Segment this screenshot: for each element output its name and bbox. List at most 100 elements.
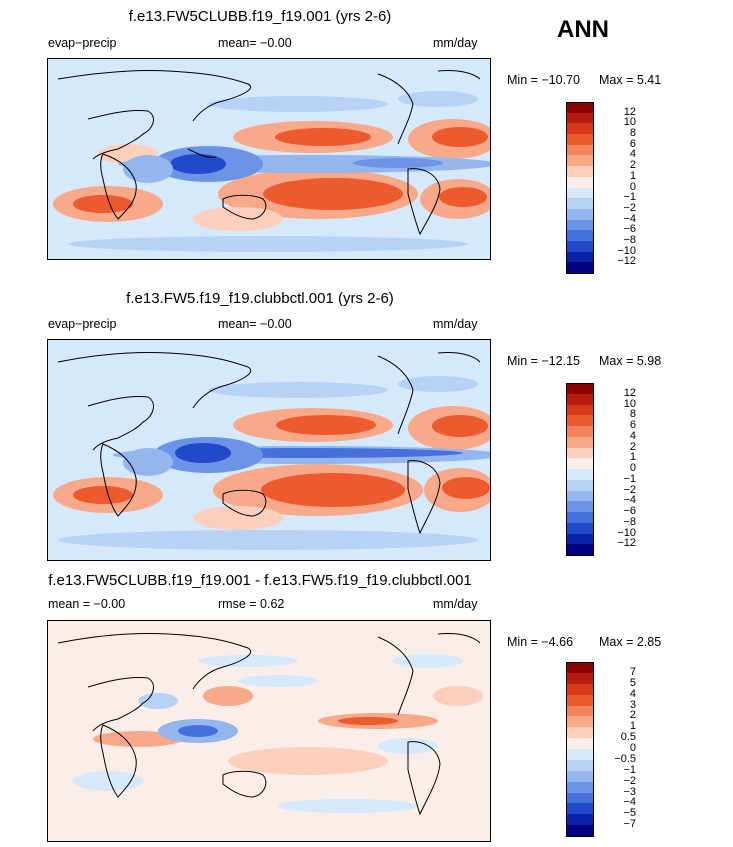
colorbar-swatch bbox=[566, 749, 594, 761]
colorbar-level-label: −6 bbox=[623, 505, 636, 517]
colorbar-swatch bbox=[566, 694, 594, 706]
colorbar-swatch bbox=[566, 240, 594, 253]
colorbar-level-label: −2 bbox=[623, 483, 636, 496]
colorbar-level-label: −12 bbox=[617, 255, 636, 268]
colorbar-swatch bbox=[566, 672, 594, 685]
colorbar-level-label: −4 bbox=[623, 494, 636, 507]
colorbar-swatch bbox=[566, 469, 594, 481]
colorbar-swatch bbox=[566, 415, 594, 427]
colorbar-level-label: 6 bbox=[629, 137, 636, 150]
colorbar-level-label: −10 bbox=[617, 526, 636, 539]
colorbar-level-label: −1 bbox=[623, 472, 636, 485]
colorbar-swatch bbox=[566, 166, 594, 178]
colorbar-level-label: −5 bbox=[623, 807, 636, 820]
colorbar-swatch bbox=[566, 383, 594, 395]
colorbar-swatch bbox=[566, 716, 594, 728]
colorbar-swatch bbox=[566, 102, 594, 114]
colorbar-swatch bbox=[566, 662, 594, 674]
colorbar-swatch bbox=[566, 198, 594, 210]
colorbar-level-label: −1 bbox=[623, 763, 636, 776]
colorbar-level-label: −0.5 bbox=[614, 752, 636, 765]
colorbar-swatch bbox=[566, 144, 594, 156]
panel-2-variable-label: evap−precip bbox=[48, 317, 117, 331]
colorbar-level-label: 7 bbox=[629, 665, 636, 678]
colorbar-swatch bbox=[566, 436, 594, 448]
colorbar-level-label: 12 bbox=[623, 105, 636, 118]
colorbar-swatch bbox=[566, 781, 594, 793]
panel-2-mean-label: mean= −0.00 bbox=[218, 317, 292, 331]
panel-1-mean-label: mean= −0.00 bbox=[218, 36, 292, 50]
colorbar-swatch bbox=[566, 155, 594, 167]
panel-1-max-label: Max = 5.41 bbox=[599, 73, 662, 87]
panel-3-units-label: mm/day bbox=[433, 597, 478, 611]
panel-1-map-field bbox=[48, 59, 490, 259]
colorbar-swatch bbox=[566, 262, 594, 274]
panel-3-colorbar: 7 5 4 3 2 1 0.5 0 −0.5 −1 −2 −3 −4 −5 −7 bbox=[566, 662, 636, 837]
colorbar-swatch bbox=[566, 458, 594, 470]
colorbar-level-label: 1 bbox=[629, 169, 636, 182]
panel-1-units-label: mm/day bbox=[433, 36, 478, 50]
colorbar-level-label: −12 bbox=[617, 537, 636, 550]
panel-1-variable-label: evap−precip bbox=[48, 36, 117, 50]
colorbar-swatch bbox=[566, 533, 594, 545]
colorbar-swatch bbox=[566, 770, 594, 783]
panel-3-max-label: Max = 2.85 bbox=[599, 635, 662, 649]
panel-2-max-label: Max = 5.98 bbox=[599, 354, 662, 368]
colorbar-level-label: −4 bbox=[623, 796, 636, 809]
colorbar-level-label: −2 bbox=[623, 201, 636, 214]
panel-2-map bbox=[47, 339, 491, 561]
colorbar-level-label: 0.5 bbox=[620, 731, 636, 744]
colorbar-swatch bbox=[566, 230, 594, 242]
colorbar-swatch bbox=[566, 187, 594, 199]
season-label: ANN bbox=[557, 16, 609, 43]
colorbar-level-label: 2 bbox=[629, 709, 636, 722]
colorbar-swatch bbox=[566, 426, 594, 438]
colorbar-level-label: −1 bbox=[623, 191, 636, 204]
colorbar-level-label: 0 bbox=[629, 180, 636, 193]
panel-3-min-label: Min = −4.66 bbox=[507, 635, 574, 649]
colorbar-swatch bbox=[566, 512, 594, 524]
colorbar-swatch bbox=[566, 490, 594, 502]
colorbar-swatch bbox=[566, 251, 594, 263]
colorbar-swatch bbox=[566, 522, 594, 534]
colorbar-swatch bbox=[566, 792, 594, 804]
colorbar-swatch bbox=[566, 759, 594, 772]
colorbar-swatch bbox=[566, 176, 594, 188]
colorbar-swatch bbox=[566, 404, 594, 416]
colorbar-level-label: −7 bbox=[623, 818, 636, 831]
colorbar-swatch bbox=[566, 727, 594, 739]
colorbar-level-label: 1 bbox=[629, 451, 636, 464]
colorbar-level-label: 5 bbox=[629, 676, 636, 689]
colorbar-level-label: −8 bbox=[623, 515, 636, 528]
panel-2-map-field bbox=[48, 340, 490, 560]
colorbar-level-label: −3 bbox=[623, 785, 636, 798]
panel-2-title: f.e13.FW5.f19_f19.clubbctl.001 (yrs 2-6) bbox=[126, 290, 394, 307]
panel-2-units-label: mm/day bbox=[433, 317, 478, 331]
colorbar-swatch bbox=[566, 219, 594, 231]
panel-3-map-field bbox=[48, 621, 490, 841]
colorbar-level-label: 8 bbox=[629, 127, 636, 140]
colorbar-swatch bbox=[566, 501, 594, 513]
panel-3-mean-label: mean = −0.00 bbox=[48, 597, 126, 611]
colorbar-level-label: −4 bbox=[623, 212, 636, 225]
colorbar-level-label: 1 bbox=[629, 720, 636, 733]
colorbar-level-label: 4 bbox=[629, 429, 636, 442]
colorbar-swatch bbox=[566, 803, 594, 815]
colorbar-level-label: 10 bbox=[623, 397, 636, 410]
colorbar-level-label: 0 bbox=[629, 462, 636, 474]
colorbar-swatch bbox=[566, 683, 594, 696]
colorbar-level-label: 6 bbox=[629, 419, 636, 431]
colorbar-level-label: −6 bbox=[623, 223, 636, 236]
panel-2-colorbar: 12 10 8 6 4 2 1 0 −1 −2 −4 −6 −8 −10 −12 bbox=[566, 383, 636, 556]
panel-2-min-label: Min = −12.15 bbox=[507, 354, 580, 368]
colorbar-swatch bbox=[566, 393, 594, 405]
colorbar-swatch bbox=[566, 123, 594, 135]
colorbar-level-label: 3 bbox=[629, 698, 636, 711]
colorbar-swatch bbox=[566, 208, 594, 221]
colorbar-swatch bbox=[566, 705, 594, 717]
colorbar-level-label: 2 bbox=[629, 159, 636, 172]
colorbar-level-label: 2 bbox=[629, 440, 636, 453]
colorbar-level-label: −2 bbox=[623, 774, 636, 787]
colorbar-swatch bbox=[566, 825, 594, 837]
colorbar-swatch bbox=[566, 112, 594, 124]
